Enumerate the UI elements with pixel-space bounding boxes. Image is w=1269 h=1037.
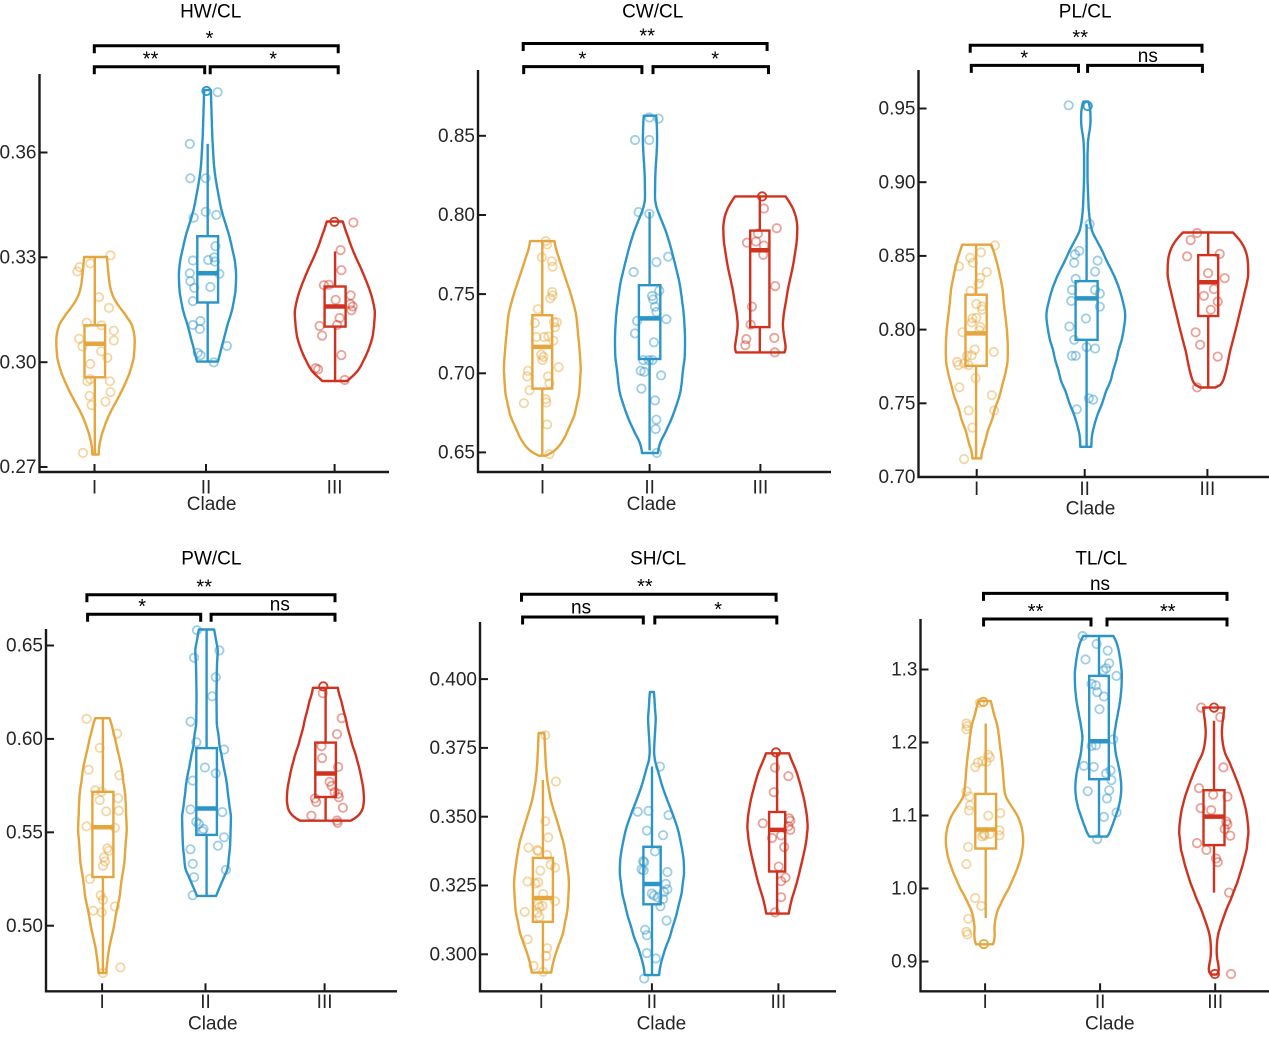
svg-text:II: II xyxy=(200,992,211,1013)
svg-text:PL/CL: PL/CL xyxy=(1059,2,1112,23)
svg-text:ns: ns xyxy=(1090,574,1110,595)
svg-text:1.3: 1.3 xyxy=(891,660,917,681)
svg-text:I: I xyxy=(982,992,987,1013)
svg-text:III: III xyxy=(752,477,768,498)
svg-text:Clade: Clade xyxy=(1066,499,1116,520)
svg-text:PW/CL: PW/CL xyxy=(181,548,241,569)
svg-text:0.9: 0.9 xyxy=(891,952,917,973)
svg-text:I: I xyxy=(92,477,97,498)
svg-text:SH/CL: SH/CL xyxy=(630,548,686,569)
svg-text:III: III xyxy=(1199,479,1215,500)
svg-text:*: * xyxy=(1020,47,1028,69)
svg-text:0.65: 0.65 xyxy=(438,443,475,464)
svg-text:III: III xyxy=(1207,992,1223,1013)
svg-text:II: II xyxy=(644,477,655,498)
svg-text:Clade: Clade xyxy=(627,494,677,515)
svg-text:II: II xyxy=(1079,479,1090,500)
svg-text:I: I xyxy=(974,479,979,500)
svg-text:1.2: 1.2 xyxy=(891,733,917,754)
svg-text:I: I xyxy=(540,477,545,498)
svg-text:*: * xyxy=(138,596,146,618)
svg-text:0.85: 0.85 xyxy=(438,126,475,147)
svg-text:0.95: 0.95 xyxy=(879,99,916,120)
svg-text:**: ** xyxy=(1028,601,1044,623)
svg-text:0.55: 0.55 xyxy=(6,823,43,844)
svg-text:II: II xyxy=(1095,992,1106,1013)
svg-text:*: * xyxy=(206,28,214,50)
svg-text:I: I xyxy=(99,992,104,1013)
svg-text:0.75: 0.75 xyxy=(438,284,475,305)
svg-text:0.300: 0.300 xyxy=(429,945,477,966)
svg-text:0.50: 0.50 xyxy=(6,916,43,937)
svg-text:*: * xyxy=(269,49,277,71)
svg-text:**: ** xyxy=(637,576,653,598)
svg-text:*: * xyxy=(711,49,719,71)
svg-text:0.85: 0.85 xyxy=(879,246,916,267)
svg-text:0.80: 0.80 xyxy=(438,205,475,226)
svg-text:*: * xyxy=(579,49,587,71)
svg-text:Clade: Clade xyxy=(188,1014,238,1035)
svg-text:Clade: Clade xyxy=(1085,1014,1135,1035)
svg-text:0.375: 0.375 xyxy=(429,738,477,759)
svg-text:III: III xyxy=(327,477,343,498)
svg-text:0.70: 0.70 xyxy=(879,467,916,488)
svg-text:**: ** xyxy=(196,577,212,599)
svg-text:III: III xyxy=(317,992,333,1013)
svg-text:ns: ns xyxy=(571,598,591,619)
svg-text:0.36: 0.36 xyxy=(0,143,37,164)
svg-text:**: ** xyxy=(639,26,655,48)
svg-text:**: ** xyxy=(1072,27,1088,49)
svg-text:ns: ns xyxy=(1138,46,1158,67)
svg-text:I: I xyxy=(539,992,544,1013)
svg-text:0.70: 0.70 xyxy=(438,364,475,385)
svg-text:Clade: Clade xyxy=(637,1014,687,1035)
svg-text:Clade: Clade xyxy=(187,494,237,515)
svg-text:1.0: 1.0 xyxy=(891,879,917,900)
svg-text:0.30: 0.30 xyxy=(0,352,37,373)
svg-text:HW/CL: HW/CL xyxy=(180,2,241,23)
svg-text:CW/CL: CW/CL xyxy=(622,2,683,23)
svg-text:III: III xyxy=(770,992,786,1013)
svg-text:0.60: 0.60 xyxy=(6,729,43,750)
svg-text:*: * xyxy=(714,599,722,621)
svg-text:II: II xyxy=(647,992,658,1013)
svg-text:0.325: 0.325 xyxy=(429,876,477,897)
svg-text:0.400: 0.400 xyxy=(429,669,477,690)
svg-text:0.350: 0.350 xyxy=(429,807,477,828)
svg-text:0.90: 0.90 xyxy=(879,172,916,193)
svg-text:0.80: 0.80 xyxy=(879,320,916,341)
svg-text:0.33: 0.33 xyxy=(0,248,37,269)
svg-text:**: ** xyxy=(143,49,159,71)
svg-text:1.1: 1.1 xyxy=(891,806,917,827)
svg-text:**: ** xyxy=(1160,601,1176,623)
svg-text:0.27: 0.27 xyxy=(0,457,37,478)
svg-text:0.65: 0.65 xyxy=(6,636,43,657)
svg-text:TL/CL: TL/CL xyxy=(1075,548,1127,569)
svg-text:II: II xyxy=(201,477,212,498)
svg-text:0.75: 0.75 xyxy=(879,394,916,415)
svg-text:ns: ns xyxy=(270,595,290,616)
